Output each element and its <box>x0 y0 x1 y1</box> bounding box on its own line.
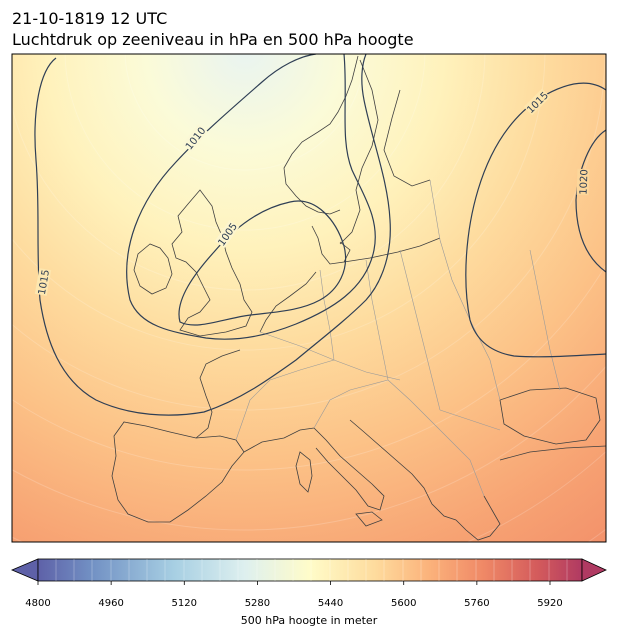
colorbar-extend-low <box>10 558 39 582</box>
colorbar-tick-label: 4960 <box>98 598 124 609</box>
isobar-label-1020: 1020 <box>579 169 591 195</box>
colorbar-tick-label: 5920 <box>537 598 563 609</box>
colorbar-label: 500 hPa hoogte in meter <box>240 614 378 627</box>
isobar-1015-west <box>34 54 391 416</box>
colorbar-tick-label: 4800 <box>25 598 51 609</box>
map-title-date: 21-10-1819 12 UTC <box>12 9 168 28</box>
coastlines <box>111 55 606 541</box>
isobar-1020 <box>575 129 606 273</box>
isobar-labels: 1010 1005 1015 1015 1020 <box>34 88 591 296</box>
colorbar-tick-label: 5120 <box>171 598 198 609</box>
map-frame <box>11 53 607 543</box>
colorbar-tick-label: 5760 <box>464 598 490 609</box>
colorbar-tick-label: 5440 <box>317 598 344 609</box>
colorbar-extend-high <box>581 558 607 582</box>
isobar-label-1015-west: 1015 <box>37 269 52 296</box>
isobar-1005 <box>178 200 347 326</box>
colorbar <box>10 558 607 585</box>
colorbar-tick-label: 5600 <box>390 598 417 609</box>
country-borders <box>235 179 561 497</box>
map-title-description: Luchtdruk op zeeniveau in hPa en 500 hPa… <box>12 30 414 49</box>
colorbar-tick-label: 5280 <box>244 598 271 609</box>
colorbar-body <box>37 558 583 582</box>
